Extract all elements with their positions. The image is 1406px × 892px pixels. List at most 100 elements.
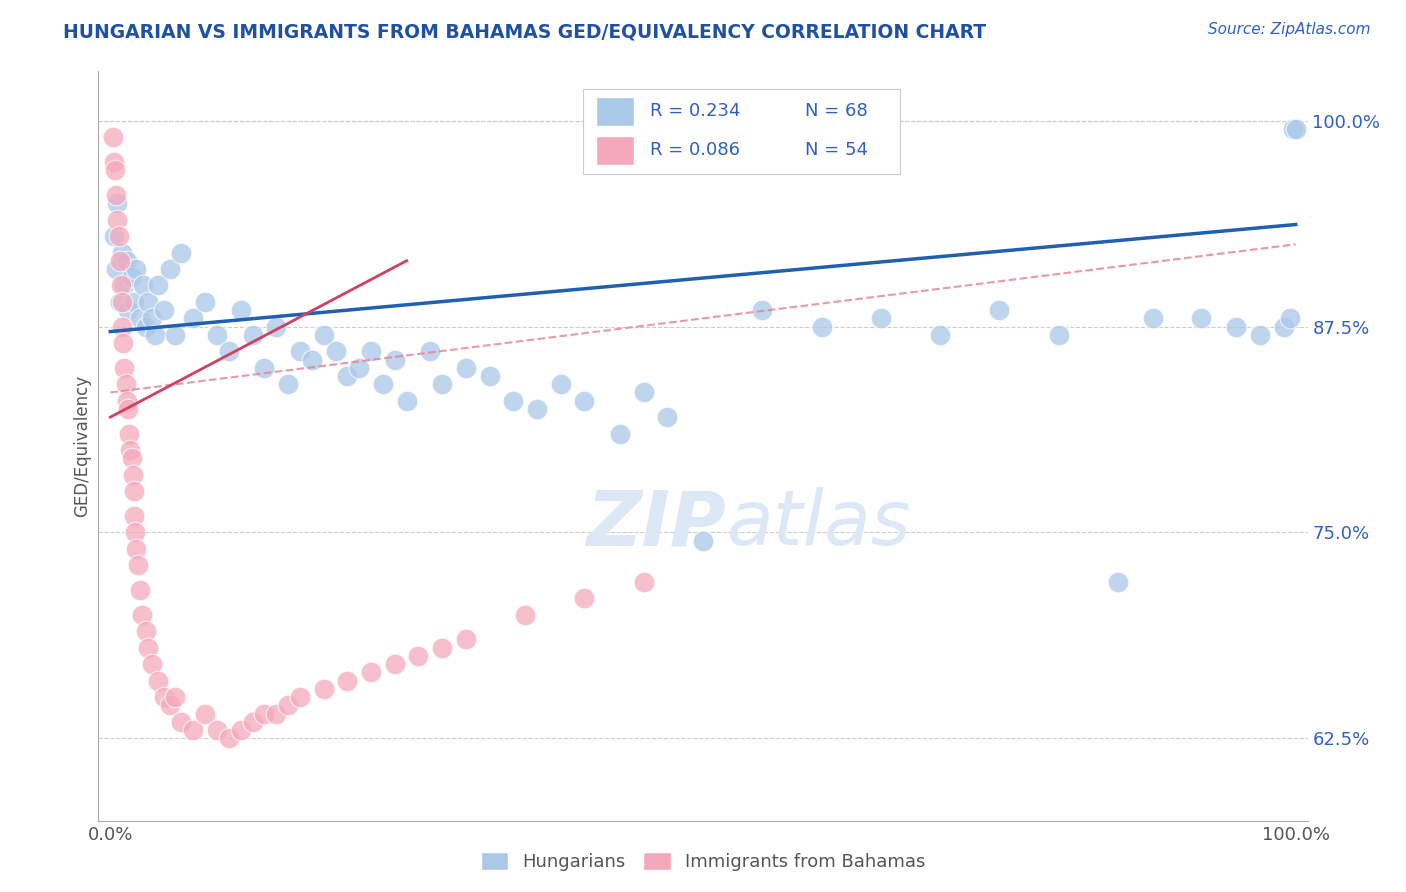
Point (692, 533, 714, 548)
Point (751, 303, 773, 318)
Point (218, 731, 240, 746)
Point (165, 690, 187, 705)
Point (125, 541, 148, 556)
Point (127, 558, 149, 573)
Point (609, 426, 631, 441)
Point (141, 657, 163, 672)
Point (336, 369, 359, 384)
Point (325, 344, 347, 359)
Point (194, 706, 217, 721)
Point (112, 336, 135, 351)
Text: Source: ZipAtlas.com: Source: ZipAtlas.com (1208, 22, 1371, 37)
Point (347, 360, 370, 375)
Point (1142, 311, 1164, 326)
Point (264, 706, 287, 721)
FancyBboxPatch shape (596, 136, 634, 165)
Point (105, 187, 128, 202)
Point (253, 360, 276, 375)
Point (277, 377, 299, 392)
Point (550, 377, 572, 392)
Text: R = 0.086: R = 0.086 (650, 141, 740, 159)
Point (384, 352, 406, 367)
Point (121, 451, 143, 466)
Point (136, 640, 159, 655)
Point (419, 344, 441, 359)
Point (454, 632, 477, 647)
Point (105, 196, 128, 211)
Point (132, 278, 155, 293)
Point (810, 319, 832, 334)
Point (121, 467, 143, 482)
Text: atlas: atlas (727, 487, 911, 561)
Point (122, 294, 145, 309)
Point (408, 648, 430, 663)
Point (1285, 122, 1308, 136)
Point (181, 311, 204, 326)
Point (129, 311, 152, 326)
Point (107, 229, 129, 244)
Point (124, 525, 146, 540)
Y-axis label: GED/Equivalency: GED/Equivalency (73, 375, 91, 517)
Text: HUNGARIAN VS IMMIGRANTS FROM BAHAMAS GED/EQUIVALENCY CORRELATION CHART: HUNGARIAN VS IMMIGRANTS FROM BAHAMAS GED… (63, 22, 987, 41)
Point (146, 673, 169, 688)
Point (336, 673, 359, 688)
Point (432, 377, 454, 392)
Point (515, 607, 537, 622)
Point (526, 401, 548, 416)
Point (120, 443, 142, 458)
Point (205, 327, 228, 342)
Point (478, 369, 501, 384)
Point (371, 377, 394, 392)
Point (432, 640, 454, 655)
Point (312, 327, 335, 342)
Point (111, 245, 134, 260)
Text: N = 54: N = 54 (804, 141, 868, 159)
Point (105, 212, 128, 227)
Point (121, 270, 143, 285)
Point (135, 624, 157, 639)
Point (115, 253, 138, 268)
Point (108, 294, 131, 309)
Point (110, 278, 132, 293)
Point (170, 245, 193, 260)
Point (574, 393, 596, 408)
Point (1249, 327, 1271, 342)
Point (131, 607, 153, 622)
Point (218, 344, 240, 359)
Point (1189, 311, 1212, 326)
Point (633, 574, 655, 589)
Point (159, 698, 181, 713)
Point (146, 278, 169, 293)
Legend: Hungarians, Immigrants from Bahamas: Hungarians, Immigrants from Bahamas (474, 845, 932, 879)
Point (1282, 122, 1305, 136)
Point (242, 714, 264, 729)
Point (242, 327, 264, 342)
Point (277, 698, 299, 713)
Point (165, 327, 187, 342)
Point (135, 319, 157, 334)
Point (136, 294, 159, 309)
Point (384, 657, 406, 672)
Point (229, 303, 252, 318)
Point (1278, 311, 1301, 326)
Point (633, 385, 655, 400)
Point (1107, 574, 1129, 589)
Point (229, 723, 252, 737)
Point (194, 294, 217, 309)
Point (869, 311, 891, 326)
Point (360, 344, 382, 359)
Point (114, 377, 136, 392)
Point (360, 665, 382, 680)
FancyBboxPatch shape (596, 97, 634, 127)
Point (143, 327, 166, 342)
Point (288, 344, 311, 359)
Point (125, 262, 148, 277)
Point (115, 393, 138, 408)
Point (1225, 319, 1247, 334)
Point (104, 163, 127, 178)
Text: N = 68: N = 68 (804, 103, 868, 120)
Point (108, 253, 131, 268)
Point (105, 262, 128, 277)
Point (117, 303, 139, 318)
Text: R = 0.234: R = 0.234 (650, 103, 741, 120)
